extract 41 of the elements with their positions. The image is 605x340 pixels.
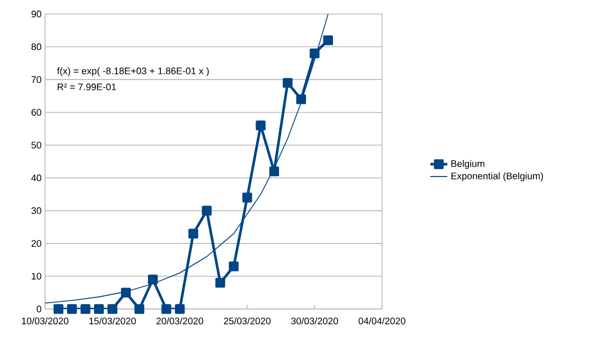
y-tick-label: 70 (32, 76, 42, 83)
x-tick-label: 30/03/2020 (291, 317, 338, 324)
point (282, 78, 293, 88)
point (94, 304, 104, 314)
point (296, 94, 306, 104)
point (310, 48, 320, 58)
point (148, 274, 158, 284)
point (161, 304, 172, 314)
annotation: R² = 7.99E-01 (58, 84, 116, 90)
point (174, 304, 185, 314)
point (215, 278, 226, 288)
y-tick-label: 90 (32, 10, 42, 18)
point (256, 120, 266, 130)
point (269, 166, 280, 176)
point (80, 304, 90, 314)
point (202, 206, 212, 216)
y-tick-label: 0 (36, 306, 42, 312)
point (108, 304, 118, 314)
point (54, 304, 64, 314)
x-tick-label: 20/03/2020 (156, 317, 204, 324)
point (228, 261, 239, 272)
y-tick-label: 60 (32, 108, 42, 116)
y-tick-label: 80 (31, 43, 42, 50)
x-tick-label: 10/03/2020 (22, 317, 68, 324)
y-tick-label: 30 (31, 207, 42, 214)
legend-label: Exponential (Belgium) (451, 172, 543, 182)
x-tick-label: 15/03/2020 (89, 317, 136, 324)
point (242, 192, 252, 202)
legend-label: Belgium (451, 160, 484, 169)
point (134, 304, 144, 314)
point (67, 304, 77, 314)
y-tick-label: 40 (31, 174, 42, 182)
point (188, 228, 198, 239)
point (120, 288, 131, 298)
point (323, 35, 333, 46)
annotation: f(x) = exp( -8.18E+03 + 1.86E-01 x ) (57, 67, 209, 76)
y-tick-label: 20 (32, 240, 42, 247)
y-tick-label: 10 (32, 272, 42, 280)
x-tick-label: 04/04/2020 (358, 317, 406, 324)
y-tick-label: 50 (31, 142, 42, 148)
x-tick-label: 25/03/2020 (224, 317, 271, 324)
